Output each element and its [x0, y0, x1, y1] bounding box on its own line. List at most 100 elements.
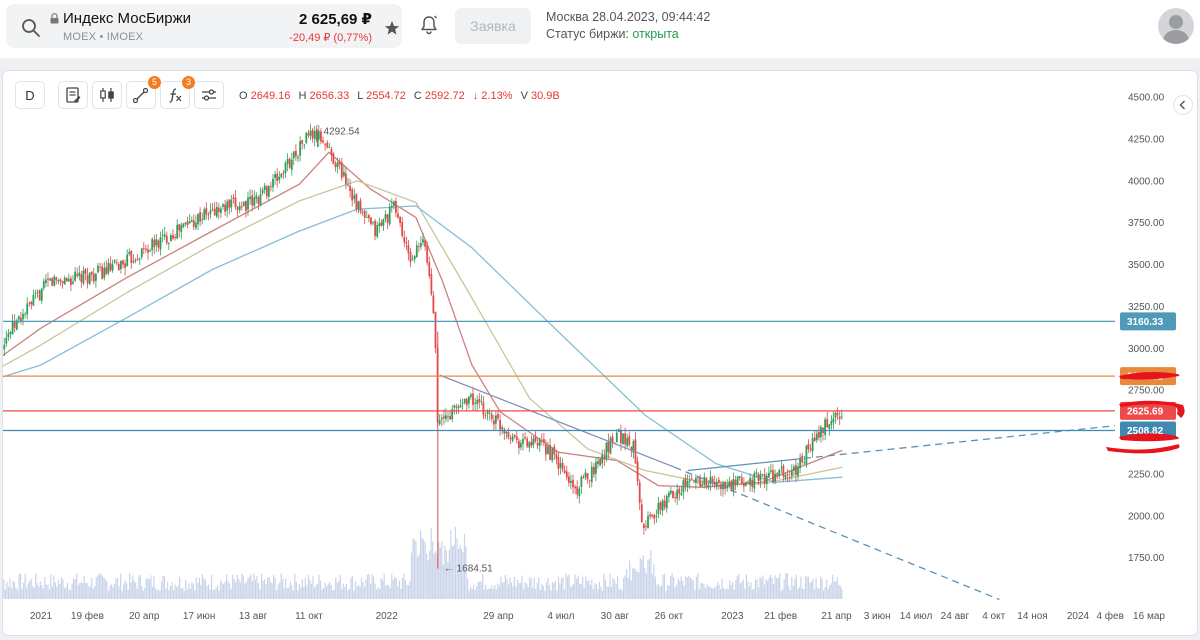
candle-body: [95, 273, 97, 281]
bell-icon[interactable]: [418, 14, 440, 36]
x-tick-label: 17 июн: [183, 611, 216, 622]
volume-bar: [547, 578, 549, 599]
candle-body: [80, 274, 83, 282]
volume-bar: [76, 573, 78, 599]
candle-body: [707, 485, 710, 488]
candle-body: [126, 254, 129, 267]
candle-body: [13, 321, 16, 328]
volume-bar: [354, 581, 356, 599]
volume-bar: [839, 585, 841, 599]
candle-body: [245, 200, 247, 211]
volume-bar: [210, 575, 213, 599]
candle-body: [24, 314, 26, 315]
y-tick-label: 3750.00: [1128, 218, 1165, 229]
candle-body: [105, 267, 108, 275]
ticker-box[interactable]: Индекс МосБиржи MOEX • IMOEX 2 625,69 ₽ …: [6, 4, 402, 48]
market-status-value: открыта: [632, 27, 679, 41]
notes-button[interactable]: [58, 81, 88, 109]
candle-body: [7, 333, 10, 338]
volume-bar: [304, 577, 306, 599]
y-tick-label: 1750.00: [1128, 553, 1165, 564]
volume-bar: [138, 576, 140, 599]
candle-body: [117, 264, 120, 271]
volume-bar: [562, 577, 564, 599]
candle-body: [522, 438, 524, 444]
candle-body: [297, 157, 299, 159]
drawing-tools-button[interactable]: 5: [126, 76, 161, 109]
chart-type-button[interactable]: [92, 81, 122, 109]
volume-bar: [768, 577, 770, 599]
trendlines[interactable]: [439, 374, 1182, 601]
volume-bar: [586, 580, 588, 599]
volume-bar: [116, 577, 119, 599]
candle-body: [722, 482, 724, 490]
candle-body: [3, 344, 6, 350]
volume-bar: [745, 574, 747, 599]
candle-body: [226, 201, 229, 211]
candle-body: [182, 223, 185, 227]
volume-bar: [203, 578, 205, 599]
candle-body: [836, 413, 839, 415]
period-button[interactable]: D: [15, 81, 45, 109]
candle-body: [674, 497, 676, 498]
candle-body: [38, 290, 41, 301]
volume-bar: [265, 584, 267, 599]
candle-body: [543, 439, 545, 443]
volume-bar: [535, 589, 537, 599]
candle-body: [395, 201, 397, 213]
candle-body: [430, 274, 433, 295]
candle-body: [220, 208, 222, 213]
order-button[interactable]: Заявка: [455, 8, 531, 44]
x-tick-label: 11 окт: [295, 611, 323, 622]
volume-bar: [267, 577, 269, 599]
volume-bar: [139, 574, 141, 599]
indicators-button[interactable]: 3: [160, 76, 195, 109]
volume-bar: [273, 575, 275, 599]
volume-bar: [168, 590, 170, 599]
volume-bar: [33, 587, 35, 599]
volume-bar: [485, 584, 487, 599]
volume-bar: [688, 576, 690, 599]
x-tick-label: 2023: [721, 611, 744, 622]
volume-bar: [291, 585, 293, 599]
chart-settings-button[interactable]: [194, 81, 224, 109]
volume-bar: [135, 582, 137, 599]
candle-body: [109, 263, 112, 271]
volume-bar: [300, 587, 302, 599]
volume-bar: [827, 588, 829, 599]
candle-body: [488, 413, 491, 414]
volume-bar: [339, 574, 341, 599]
volume-bar: [507, 584, 510, 599]
volume-bar: [207, 584, 210, 599]
volume-bar: [486, 589, 488, 599]
candle-body: [340, 162, 343, 178]
candle-body: [838, 416, 841, 419]
avatar[interactable]: [1158, 8, 1194, 44]
candle-body: [736, 476, 739, 484]
candle-body: [84, 269, 87, 274]
volume-bar: [695, 576, 697, 599]
volume-bar: [723, 587, 725, 599]
x-tick-label: 16 мар: [1133, 611, 1165, 622]
collapse-panel-button[interactable]: [1173, 95, 1193, 115]
candle-body: [622, 433, 624, 444]
price-chart[interactable]: 4500.00 4250.00 4000.00 3750.00 3500.00 3250.…: [3, 71, 1197, 635]
candle-body: [376, 225, 379, 237]
volume-bar: [706, 584, 708, 599]
candle-body: [451, 409, 454, 420]
volume-bar: [162, 576, 164, 599]
search-icon[interactable]: [20, 17, 42, 39]
volume-bar: [421, 538, 423, 599]
volume-bar: [418, 554, 420, 599]
ohlc-low-label: L: [357, 90, 364, 102]
candle-body: [280, 173, 283, 177]
candle-body: [807, 443, 810, 449]
star-icon[interactable]: [384, 20, 400, 36]
y-tick-label: 2250.00: [1128, 469, 1165, 480]
volume-bar: [95, 577, 97, 599]
volume-bar: [206, 586, 208, 599]
candle-body: [540, 440, 543, 442]
volume-bar: [630, 580, 632, 599]
candle-body: [686, 481, 689, 487]
